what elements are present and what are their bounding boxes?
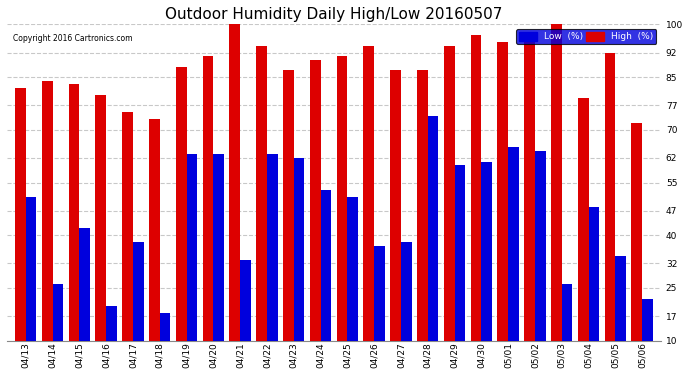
Bar	[551, 24, 562, 375]
Legend: Low  (%), High  (%): Low (%), High (%)	[516, 29, 656, 44]
Bar	[482, 162, 492, 375]
Title: Outdoor Humidity Daily High/Low 20160507: Outdoor Humidity Daily High/Low 20160507	[166, 7, 502, 22]
Bar	[578, 98, 589, 375]
Bar	[642, 298, 653, 375]
Bar	[417, 70, 428, 375]
Bar	[15, 88, 26, 375]
Bar	[589, 207, 600, 375]
Bar	[562, 285, 573, 375]
Bar	[42, 81, 52, 375]
Bar	[391, 70, 401, 375]
Bar	[213, 154, 224, 375]
Bar	[347, 196, 358, 375]
Bar	[229, 24, 240, 375]
Bar	[631, 123, 642, 375]
Bar	[52, 285, 63, 375]
Bar	[535, 151, 546, 375]
Bar	[615, 256, 626, 375]
Bar	[428, 116, 438, 375]
Bar	[524, 35, 535, 375]
Bar	[604, 53, 615, 375]
Bar	[364, 46, 374, 375]
Bar	[444, 46, 455, 375]
Bar	[186, 154, 197, 375]
Bar	[455, 165, 465, 375]
Bar	[176, 67, 186, 375]
Bar	[149, 119, 159, 375]
Bar	[79, 228, 90, 375]
Bar	[133, 242, 144, 375]
Bar	[95, 95, 106, 375]
Bar	[294, 158, 304, 375]
Text: Copyright 2016 Cartronics.com: Copyright 2016 Cartronics.com	[14, 34, 133, 43]
Bar	[267, 154, 277, 375]
Bar	[122, 112, 133, 375]
Bar	[283, 70, 294, 375]
Bar	[26, 196, 37, 375]
Bar	[203, 56, 213, 375]
Bar	[106, 306, 117, 375]
Bar	[508, 147, 519, 375]
Bar	[159, 313, 170, 375]
Bar	[337, 56, 347, 375]
Bar	[321, 190, 331, 375]
Bar	[401, 242, 412, 375]
Bar	[374, 246, 385, 375]
Bar	[240, 260, 251, 375]
Bar	[310, 60, 321, 375]
Bar	[497, 42, 508, 375]
Bar	[256, 46, 267, 375]
Bar	[471, 35, 482, 375]
Bar	[68, 84, 79, 375]
